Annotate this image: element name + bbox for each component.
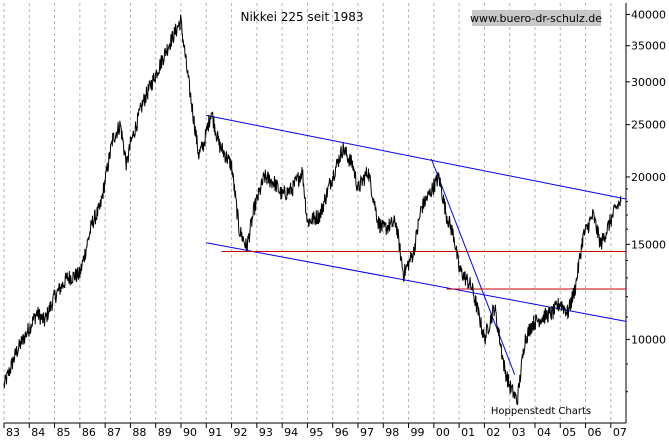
y-tick-label: 15000 <box>631 238 666 251</box>
x-tick-label: 04 <box>537 426 551 439</box>
plot-frame <box>4 3 627 424</box>
source-label: www.buero-dr-schulz.de <box>470 12 602 25</box>
x-tick-label: 90 <box>183 426 197 439</box>
y-tick-label: 25000 <box>631 119 666 132</box>
y-tick-label: 35000 <box>631 40 666 53</box>
x-tick-label: 94 <box>284 426 298 439</box>
x-tick-label: 88 <box>132 426 146 439</box>
x-tick-label: 01 <box>461 426 475 439</box>
x-tick-label: 03 <box>512 426 526 439</box>
x-tick-label: 97 <box>360 426 374 439</box>
y-axis-ticks: 10000 15000 20000 25000 30000 35000 40000 <box>626 8 666 393</box>
x-tick-label: 00 <box>436 426 450 439</box>
y-tick-label: 30000 <box>631 76 666 89</box>
x-tick-label: 86 <box>82 426 96 439</box>
trend-line <box>206 114 627 200</box>
x-tick-label: 99 <box>411 426 425 439</box>
x-tick-label: 06 <box>588 426 602 439</box>
y-tick-label: 10000 <box>631 333 666 346</box>
x-tick-label: 07 <box>613 426 627 439</box>
x-tick-label: 89 <box>158 426 172 439</box>
x-tick-label: 93 <box>259 426 273 439</box>
x-tick-label: 84 <box>31 426 45 439</box>
trend-lines <box>206 114 627 375</box>
x-tick-label: 98 <box>385 426 399 439</box>
x-tick-label: 87 <box>107 426 121 439</box>
trend-line <box>206 242 627 322</box>
series-line <box>3 14 622 406</box>
x-tick-label: 91 <box>208 426 222 439</box>
credit-label: Hoppenstedt Charts <box>491 406 591 417</box>
x-tick-label: 95 <box>309 426 323 439</box>
y-tick-label: 20000 <box>631 171 666 184</box>
source-label-bg <box>472 10 601 26</box>
x-tick-label: 05 <box>562 426 576 439</box>
chart-title: Nikkei 225 seit 1983 <box>240 10 363 24</box>
x-tick-label: 83 <box>6 426 20 439</box>
gridlines <box>3 3 612 423</box>
series-group <box>3 14 622 406</box>
x-tick-label: 02 <box>486 426 500 439</box>
x-tick-label: 85 <box>57 426 71 439</box>
y-tick-label: 40000 <box>631 8 666 21</box>
x-tick-label: 96 <box>335 426 349 439</box>
x-axis-ticks: 83 84 85 86 87 88 89 90 91 92 93 94 95 96 97 98 99 00 01 02… <box>3 423 627 439</box>
trend-line <box>430 158 516 375</box>
x-tick-label: 92 <box>234 426 248 439</box>
